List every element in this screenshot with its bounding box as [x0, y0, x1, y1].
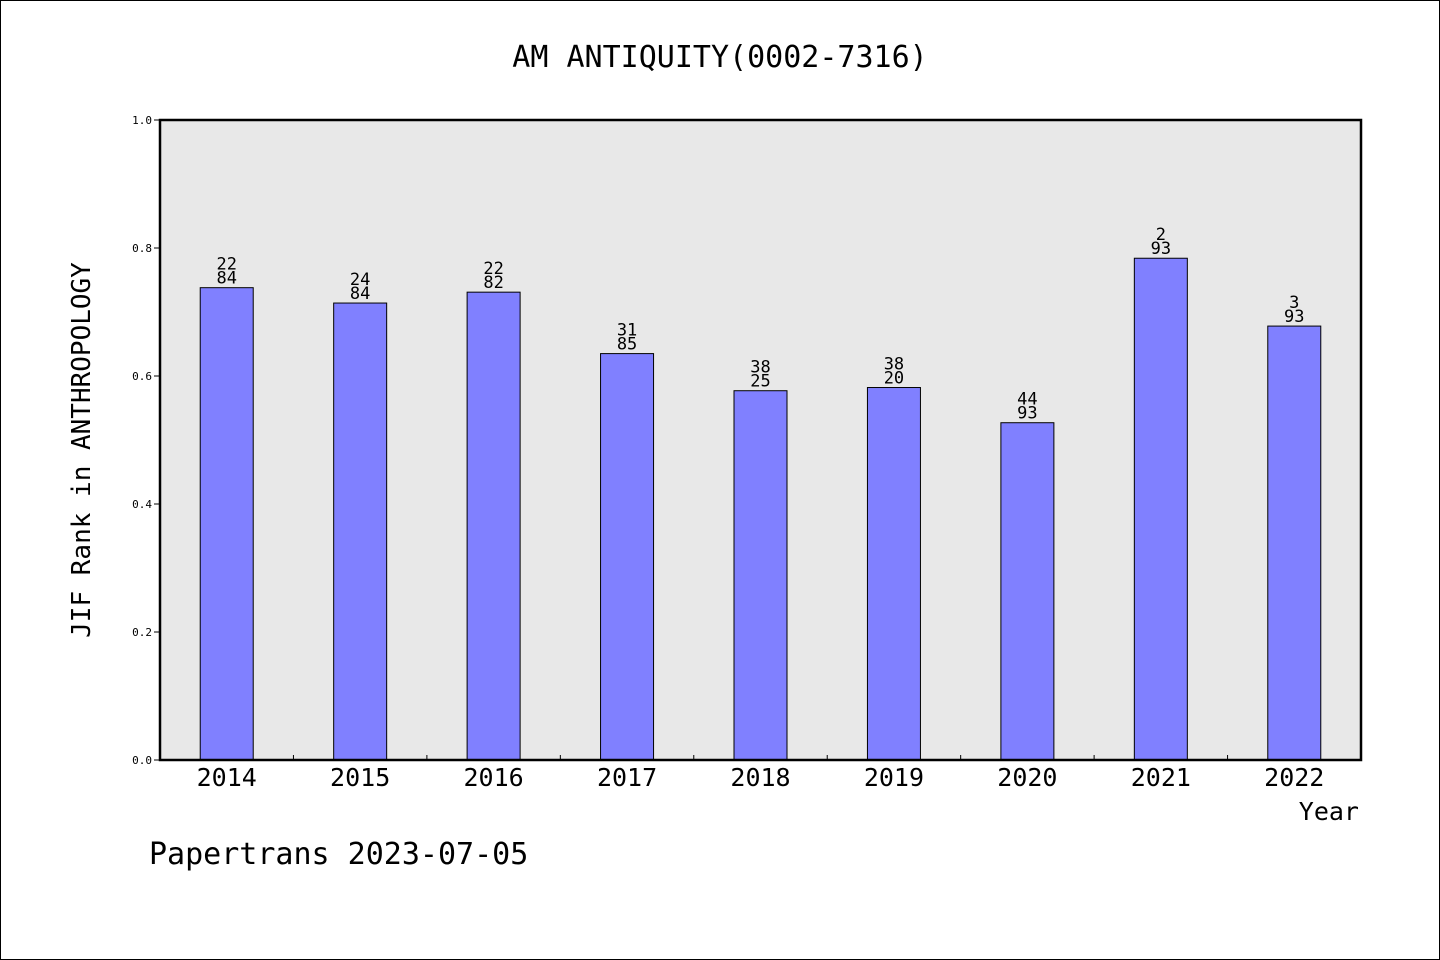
bar-label-bottom: 93 — [1151, 239, 1171, 259]
plot-area: 0.00.20.40.60.81.02284201424842015228220… — [132, 114, 1363, 792]
bar-label-bottom: 20 — [884, 369, 904, 389]
y-tick-label: 0.2 — [132, 626, 152, 639]
bar-label-bottom: 84 — [350, 284, 370, 304]
x-tick-label: 2022 — [1264, 763, 1324, 792]
bar-label-top: 38 — [884, 355, 904, 375]
bar-label-top: 31 — [617, 321, 637, 341]
bar-label-top: 24 — [350, 270, 370, 290]
bar-label-top: 38 — [750, 358, 770, 378]
bar-label-top: 3 — [1289, 293, 1299, 313]
x-tick-label: 2015 — [330, 763, 390, 792]
x-axis-label: Year — [1299, 797, 1359, 826]
bar-label-top: 22 — [483, 259, 503, 279]
bar — [1267, 325, 1322, 761]
bar — [333, 302, 388, 761]
x-tick-label: 2014 — [197, 763, 257, 792]
x-tick-label: 2017 — [597, 763, 657, 792]
bar — [733, 390, 788, 761]
y-tick-label: 0.4 — [132, 498, 152, 511]
x-tick-label: 2021 — [1131, 763, 1191, 792]
y-tick-label: 1.0 — [132, 114, 152, 127]
x-tick-label: 2020 — [997, 763, 1057, 792]
y-tick-label: 0.0 — [132, 754, 152, 767]
bar — [466, 291, 521, 761]
bar-label-bottom: 82 — [483, 273, 503, 293]
bar-label-bottom: 85 — [617, 335, 637, 355]
y-axis-label: JIF Rank in ANTHROPOLOGY — [67, 262, 97, 638]
bar — [199, 287, 254, 761]
bar-label-bottom: 93 — [1284, 307, 1304, 327]
x-tick-label: 2016 — [464, 763, 524, 792]
bar-label-top: 44 — [1017, 390, 1037, 410]
bar — [1000, 422, 1055, 761]
bar — [866, 387, 921, 761]
bar — [600, 353, 655, 761]
x-tick-label: 2018 — [730, 763, 790, 792]
plot-frame — [158, 118, 1363, 762]
bar-label-bottom: 25 — [750, 372, 770, 392]
footer-text: Papertrans 2023-07-05 — [149, 837, 528, 872]
chart-title: AM ANTIQUITY(0002-7316) — [512, 40, 927, 75]
y-tick-label: 0.8 — [132, 242, 152, 255]
x-tick-label: 2019 — [864, 763, 924, 792]
bar-label-top: 2 — [1156, 225, 1166, 245]
bar-label-top: 22 — [216, 255, 236, 275]
bar-label-bottom: 93 — [1017, 404, 1037, 424]
y-tick-label: 0.6 — [132, 370, 152, 383]
bar-label-bottom: 84 — [216, 269, 236, 289]
bar — [1133, 257, 1188, 761]
